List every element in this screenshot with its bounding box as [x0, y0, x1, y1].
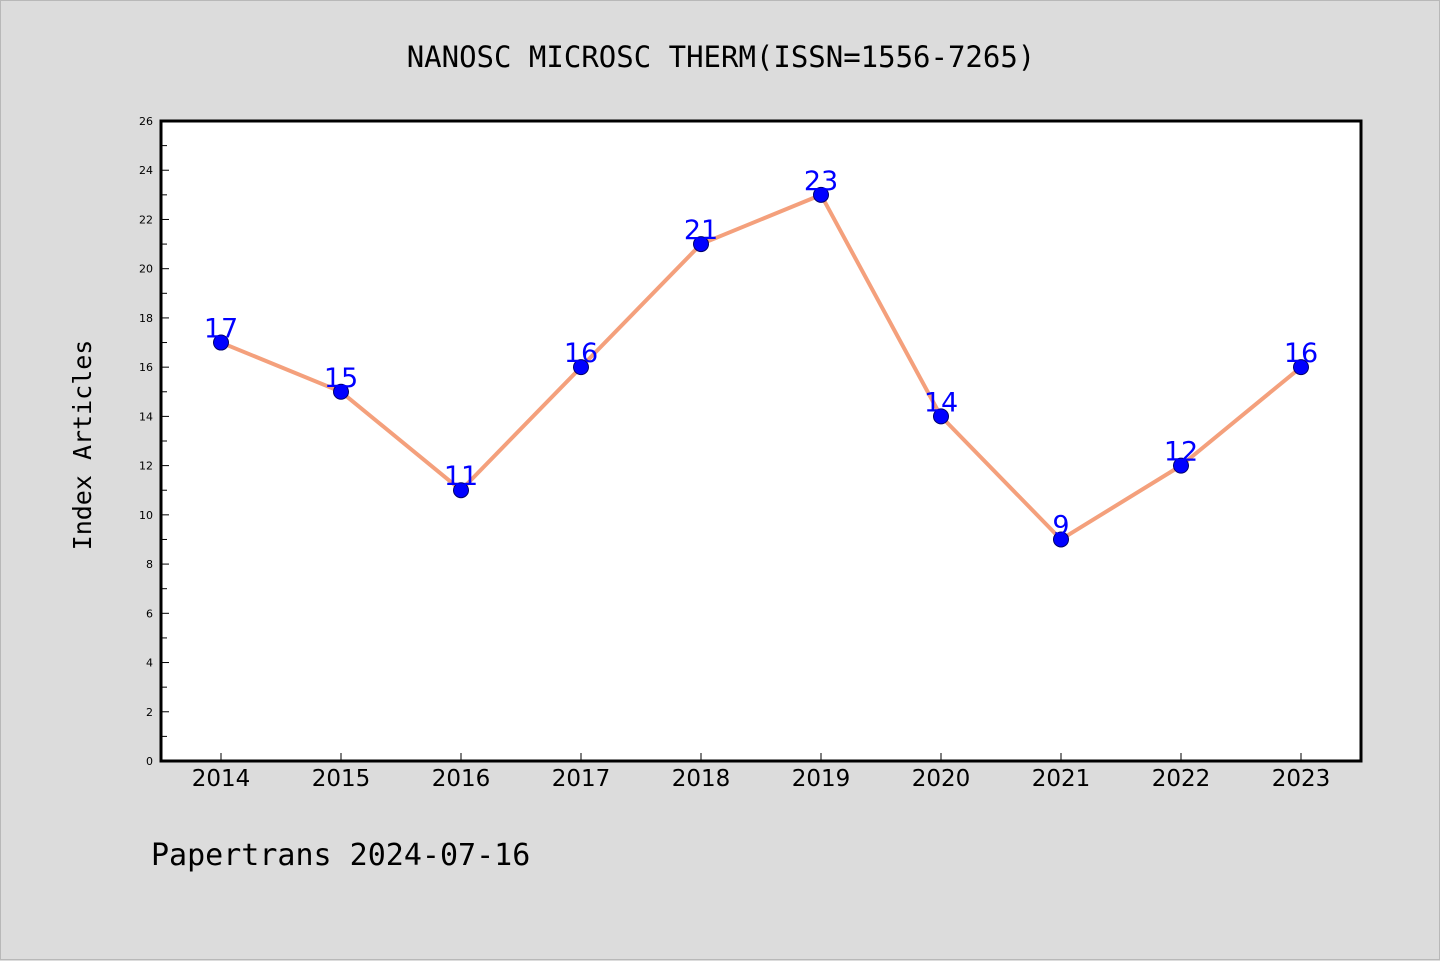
y-tick-label: 16 [139, 361, 153, 374]
data-point [333, 383, 349, 400]
x-tick-label: 2021 [1032, 766, 1091, 792]
plot-frame [159, 119, 1363, 763]
x-tick-label: 2022 [1152, 766, 1211, 792]
plot-area [161, 121, 1361, 761]
data-point [1173, 457, 1189, 474]
data-point [573, 359, 589, 376]
y-tick-label: 22 [139, 213, 153, 226]
x-tick-label: 2017 [552, 766, 611, 792]
data-point [933, 408, 949, 425]
x-tick-label: 2019 [792, 766, 851, 792]
data-point [693, 236, 709, 253]
data-label: 15 [324, 363, 358, 394]
data-label: 11 [444, 461, 478, 492]
y-tick-label: 14 [139, 410, 153, 423]
x-axis: 2014 2015 2016 2017 2018 2019 2020 2021 2022 2023 [192, 753, 1331, 792]
data-label: 9 [1052, 510, 1069, 541]
y-tick-label: 24 [139, 164, 153, 177]
y-tick-label: 18 [139, 312, 153, 325]
y-tick-label: 20 [139, 263, 153, 276]
y-tick-label: 8 [146, 558, 153, 571]
data-label: 14 [924, 387, 958, 418]
data-label: 12 [1164, 437, 1198, 468]
y-tick-label: 12 [139, 460, 153, 473]
x-tick-label: 2018 [672, 766, 731, 792]
x-tick-label: 2023 [1272, 766, 1331, 792]
y-axis-label: Index Articles [68, 340, 97, 551]
data-label: 16 [1284, 338, 1318, 369]
y-tick-label: 26 [139, 115, 153, 128]
data-label: 21 [684, 215, 718, 246]
data-point [213, 334, 229, 351]
series-line [220, 192, 1303, 542]
data-point [1293, 359, 1309, 376]
data-point [813, 186, 829, 203]
footer-text: Papertrans 2024-07-16 [151, 838, 530, 873]
data-label: 17 [204, 314, 238, 345]
data-label: 23 [804, 166, 838, 197]
x-tick-label: 2015 [312, 766, 371, 792]
x-tick-label: 2020 [912, 766, 971, 792]
data-label: 16 [564, 338, 598, 369]
x-tick-label: 2016 [432, 766, 491, 792]
data-point [453, 482, 469, 499]
y-tick-label: 6 [146, 607, 153, 620]
chart-title: NANOSC MICROSC THERM(ISSN=1556-7265) [407, 40, 1036, 74]
y-tick-label: 4 [146, 657, 153, 670]
y-tick-label: 0 [146, 755, 153, 768]
y-tick-label: 2 [146, 706, 153, 719]
x-tick-label: 2014 [192, 766, 251, 792]
y-tick-label: 10 [139, 509, 153, 522]
series-layer: 17 15 11 16 21 23 14 9 12 16 [204, 166, 1318, 548]
data-point [1053, 531, 1069, 548]
